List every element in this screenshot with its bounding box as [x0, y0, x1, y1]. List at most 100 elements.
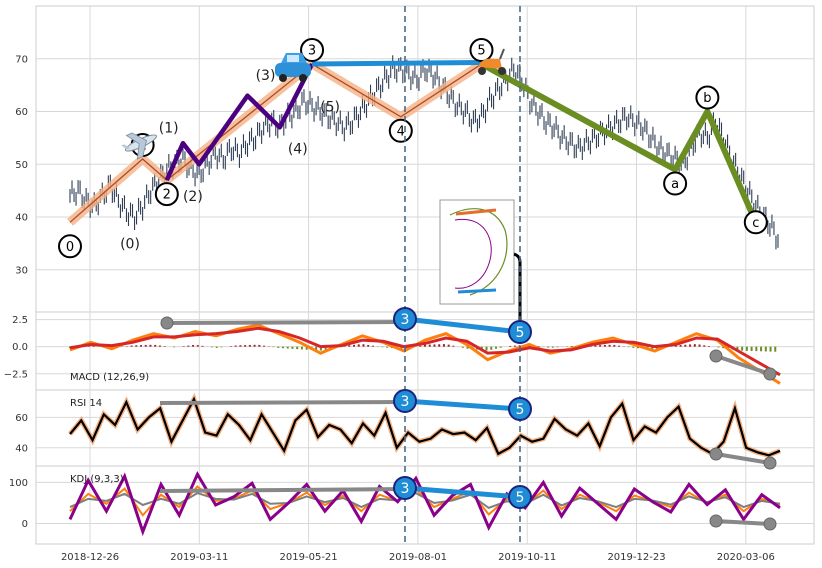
wave-point-b: b [695, 85, 720, 110]
x-tick-label: 2020-03-06 [717, 552, 775, 563]
sub-wave-label: (0) [120, 237, 140, 253]
wave-point-4: 4 [388, 118, 413, 143]
panel-frame-price [35, 5, 815, 313]
highlight-connector [312, 59, 482, 67]
car-wheel [279, 74, 287, 82]
x-tick-label: 2019-10-11 [498, 552, 556, 563]
rsi-gray-connector [159, 400, 406, 405]
wave-point-circle [154, 182, 179, 207]
numbered-marker-5: 5 [508, 397, 532, 421]
marker-label: 3 [401, 481, 410, 497]
kdj-gray-connector [159, 487, 406, 493]
rsi-line [69, 396, 781, 457]
marker-circle [393, 307, 417, 331]
y-tick-label: 0 [22, 519, 28, 530]
panel-title-kdj: KDJ (9,3,3) [70, 474, 124, 485]
inset-curve-green [449, 208, 508, 296]
connector-dot [160, 316, 174, 330]
impulse-wave-line [69, 63, 482, 223]
wave-point-circle [743, 210, 768, 235]
x-tick-label: 2019-03-11 [170, 552, 228, 563]
wave-point-label: 2 [163, 188, 171, 203]
panel-frame-kdj [35, 465, 815, 545]
y-tick-label: 40 [15, 213, 28, 224]
wave-point-label: 4 [397, 124, 405, 139]
y-tick-label: 30 [15, 265, 28, 276]
signal-line [69, 326, 781, 377]
wave-point-2: 2 [154, 182, 179, 207]
wave-point-circle [663, 171, 688, 196]
x-tick-label: 2018-12-26 [61, 552, 119, 563]
numbered-marker-5: 5 [508, 320, 532, 344]
wave-point-c: c [743, 210, 768, 235]
y-tick-label: 70 [15, 54, 28, 65]
wave-point-circle [695, 85, 720, 110]
wave-point-label: 3 [308, 44, 316, 59]
airplane-icon [121, 132, 157, 160]
marker-circle [393, 389, 417, 413]
sub-wave-label: (3) [256, 68, 276, 84]
wave-point-label: b [703, 91, 711, 106]
y-tick-label: 50 [15, 160, 28, 171]
sub-wave-label: (1) [159, 121, 179, 137]
macd-line [69, 323, 781, 385]
x-tick-label: 2019-08-01 [389, 552, 447, 563]
numbered-marker-3: 3 [393, 476, 417, 500]
kdj-gray-connector-late [715, 519, 771, 526]
scooter-wheel [498, 67, 506, 75]
marker-label: 3 [401, 312, 410, 328]
y-tick-label: 60 [15, 413, 28, 424]
marker-circle [508, 397, 532, 421]
panel-title-rsi: RSI 14 [70, 398, 102, 409]
rsi-gray-connector-late [715, 452, 771, 465]
marker-circle [508, 485, 532, 509]
wave-point-0: 0 [58, 234, 82, 259]
wave-point-circle [469, 38, 494, 63]
wave-point-circle [300, 38, 325, 63]
airplane-tail [121, 144, 131, 150]
y-tick-label: 0.0 [12, 342, 28, 353]
marker-circle [508, 320, 532, 344]
airplane-wing [125, 132, 147, 160]
car-window [287, 55, 299, 62]
sub-wave-label: (5) [320, 100, 340, 116]
panel-title-macd: MACD (12,26,9) [70, 372, 149, 383]
sub-wave-line [164, 63, 315, 182]
inset-frame [439, 199, 515, 305]
marker-circle [393, 476, 417, 500]
wave-point-5: 5 [469, 38, 494, 63]
y-tick-label: 60 [15, 107, 28, 118]
marker-label: 5 [516, 490, 525, 506]
marker-label: 3 [401, 394, 410, 410]
wave-point-label: c [752, 216, 759, 231]
sub-wave-label: (4) [288, 142, 308, 158]
inset-bar-blue [457, 288, 497, 294]
wave-point-3: 3 [300, 38, 325, 63]
y-tick-label: 40 [15, 443, 28, 454]
numbered-marker-3: 3 [393, 389, 417, 413]
connector-dot [709, 447, 723, 461]
connector-dot [709, 514, 723, 528]
macd-gray-connector [166, 320, 406, 325]
inset-curve-purple [454, 218, 492, 289]
car-icon [275, 53, 311, 82]
marker-label: 5 [516, 325, 525, 341]
scooter-wheel [478, 67, 486, 75]
wave-point-label: a [671, 177, 679, 192]
inset-thumbnail [439, 199, 515, 305]
numbered-marker-5: 5 [508, 485, 532, 509]
wave-point-a: a [663, 171, 688, 196]
inset-bar-orange [455, 208, 497, 216]
x-tick-label: 2019-05-21 [280, 552, 338, 563]
rsi-blue-connector [404, 398, 521, 412]
wave-point-circle [58, 234, 82, 259]
wave-point-label: 5 [477, 44, 485, 59]
sub-wave-label: (2) [183, 189, 203, 205]
y-tick-label: 100 [9, 478, 28, 489]
corrective-wave-line [480, 61, 759, 224]
wave-point-label: 0 [66, 240, 74, 255]
macd-blue-connector [404, 316, 521, 335]
numbered-marker-3: 3 [393, 307, 417, 331]
connector-dot [763, 517, 777, 531]
